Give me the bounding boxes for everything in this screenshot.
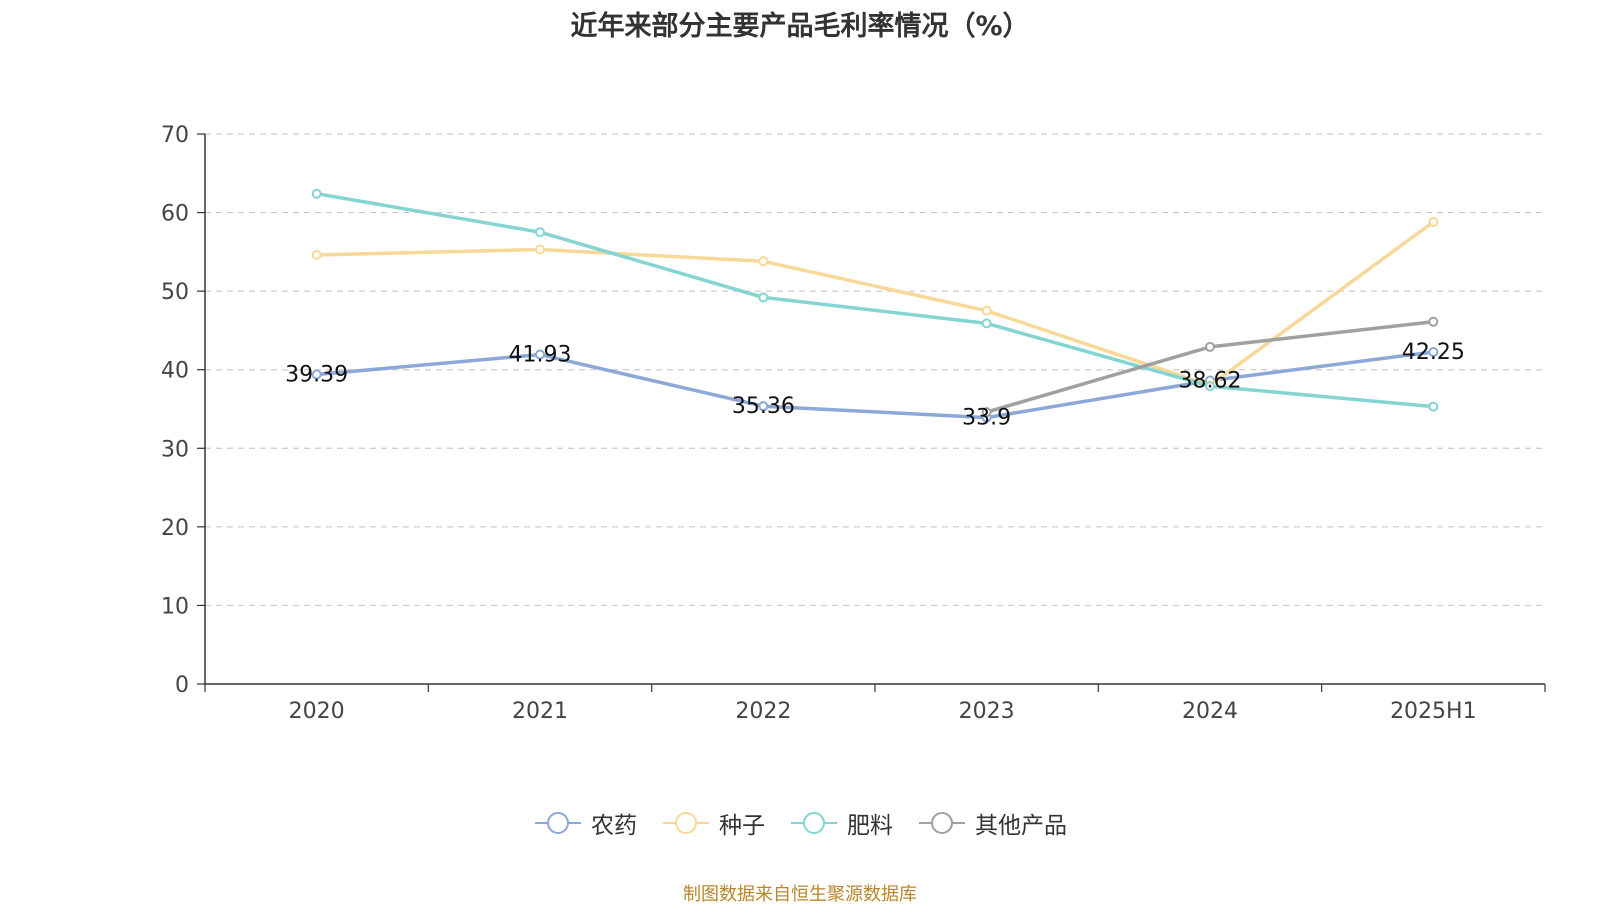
data-label: 33.9 [962,406,1011,431]
legend-swatch [663,812,709,834]
legend-swatch-marker [547,812,569,834]
y-tick-label: 40 [161,359,189,384]
legend-swatch [919,812,965,834]
legend-item[interactable]: 种子 [661,806,765,840]
data-labels: 39.39 41.93 35.36 33.9 38.62 42.25 [285,340,1465,431]
data-label: 35.36 [732,394,795,419]
legend-label: 种子 [719,813,765,839]
grid-lines [205,133,1545,607]
data-point-农药 [311,369,322,380]
series-lines [311,188,1439,423]
data-point-种子 [535,244,545,255]
series-line-种子 [316,220,1435,388]
data-point-肥料 [535,227,545,238]
legend-label: 其他产品 [975,813,1067,839]
data-point-其他产品 [1205,341,1215,352]
data-label: 41.93 [509,343,572,368]
data-point-肥料 [758,292,769,303]
y-tick-label: 60 [161,202,189,227]
data-point-种子 [1428,217,1439,227]
legend-swatch-marker [675,812,697,834]
legend-swatch [535,812,581,834]
data-point-肥料 [1428,401,1439,412]
series-line-农药 [316,350,1434,420]
data-point-农药 [535,349,545,360]
x-tick-label: 2025H1 [1390,699,1477,724]
data-point-其他产品 [981,407,992,418]
y-tick-label: 30 [161,437,189,462]
data-point-肥料 [311,188,322,199]
y-tick-label: 0 [175,673,189,698]
legend: 农药 种子 肥料 其他产品 [0,806,1600,840]
series-line-其他产品 [986,320,1434,414]
data-point-其他产品 [1428,316,1439,327]
data-label: 38.62 [1179,369,1242,394]
legend-swatch-marker [803,812,825,834]
legend-swatch-marker [931,812,953,834]
y-tick-label: 10 [161,594,189,619]
x-tick-label: 2022 [735,699,791,724]
y-tick-label: 70 [161,123,189,148]
data-point-种子 [311,250,322,260]
axes: 0 10 20 30 40 50 60 70 2020 2021 2022 2023 2024 2025H… [161,123,1546,724]
data-point-肥料 [981,318,992,329]
data-point-农药 [1428,347,1439,358]
data-label: 42.25 [1402,340,1465,365]
legend-swatch [791,812,837,834]
data-point-种子 [981,305,992,316]
data-point-农药 [758,401,769,412]
chart-title: 近年来部分主要产品毛利率情况（%） [570,11,1030,42]
series-line-肥料 [316,191,1434,409]
source-note: 制图数据来自恒生聚源数据库 [683,884,917,905]
data-point-种子 [758,256,769,267]
legend-item[interactable]: 其他产品 [917,806,1067,840]
y-tick-label: 50 [161,280,189,305]
y-tick-label: 20 [161,516,189,541]
legend-item[interactable]: 肥料 [789,806,893,840]
legend-label: 农药 [591,813,637,839]
x-tick-label: 2020 [289,699,345,724]
x-tick-label: 2023 [959,699,1015,724]
legend-item[interactable]: 农药 [533,806,637,840]
data-label: 39.39 [285,363,348,388]
legend-label: 肥料 [847,813,893,839]
x-tick-label: 2024 [1182,699,1238,724]
data-point-肥料 [1205,381,1215,392]
x-tick-label: 2021 [512,699,568,724]
